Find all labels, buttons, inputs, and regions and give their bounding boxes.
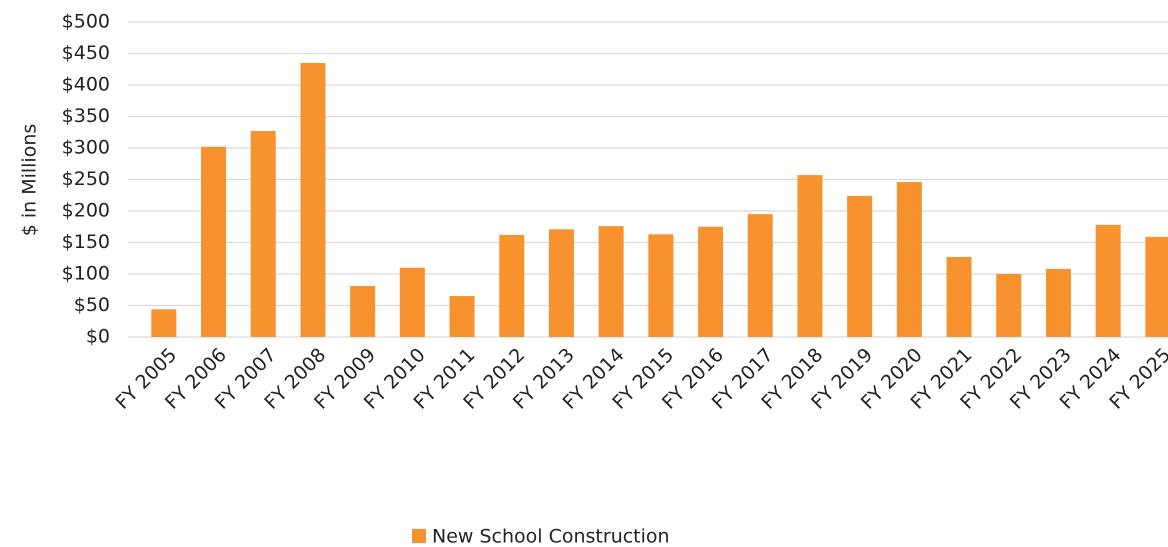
y-tick-label: $150 bbox=[62, 231, 110, 253]
y-tick-label: $200 bbox=[62, 200, 110, 222]
bar bbox=[698, 226, 724, 337]
y-tick-label: $300 bbox=[62, 137, 110, 159]
bar bbox=[847, 195, 873, 337]
y-axis-title: $ in Millions bbox=[19, 124, 41, 237]
y-tick-label: $350 bbox=[62, 105, 110, 127]
y-tick-label: $450 bbox=[62, 42, 110, 64]
legend-swatch bbox=[412, 529, 426, 543]
bar bbox=[399, 267, 425, 337]
y-tick-label: $0 bbox=[86, 326, 110, 348]
bar bbox=[151, 309, 177, 337]
bar bbox=[1145, 236, 1168, 337]
bar bbox=[201, 146, 227, 337]
bar bbox=[996, 274, 1022, 337]
bar bbox=[797, 175, 823, 337]
bar bbox=[1095, 224, 1121, 337]
bar bbox=[946, 256, 972, 337]
bar bbox=[300, 62, 326, 337]
bar bbox=[1045, 268, 1071, 337]
legend-label: New School Construction bbox=[432, 526, 670, 547]
bar bbox=[648, 234, 674, 337]
bar bbox=[499, 234, 525, 337]
y-tick-label: $250 bbox=[62, 168, 110, 190]
y-tick-label: $400 bbox=[62, 74, 110, 96]
y-tick-label: $50 bbox=[74, 294, 110, 316]
bar bbox=[350, 285, 376, 337]
y-tick-label: $500 bbox=[62, 11, 110, 33]
bar bbox=[747, 214, 773, 337]
bar bbox=[250, 130, 276, 337]
bar bbox=[896, 182, 922, 337]
y-tick-label: $100 bbox=[62, 263, 110, 285]
bar bbox=[449, 296, 475, 337]
bar bbox=[598, 226, 624, 337]
bar bbox=[548, 229, 574, 337]
